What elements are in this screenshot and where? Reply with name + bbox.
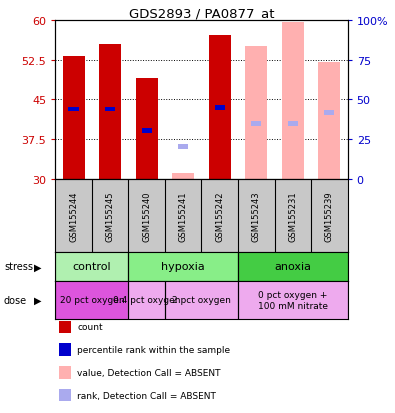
Text: 0.4 pct oxygen: 0.4 pct oxygen — [113, 296, 181, 305]
Text: rank, Detection Call = ABSENT: rank, Detection Call = ABSENT — [77, 391, 216, 400]
Text: GSM155241: GSM155241 — [179, 191, 188, 241]
Text: GSM155242: GSM155242 — [215, 191, 224, 241]
Text: GSM155245: GSM155245 — [105, 191, 115, 241]
Title: GDS2893 / PA0877_at: GDS2893 / PA0877_at — [129, 7, 274, 19]
Bar — [282, 23, 304, 180]
Bar — [214, 106, 225, 111]
Bar — [288, 121, 298, 126]
Bar — [238, 252, 348, 282]
Text: value, Detection Call = ABSENT: value, Detection Call = ABSENT — [77, 368, 220, 377]
Bar — [128, 252, 238, 282]
Text: stress: stress — [4, 262, 33, 272]
Bar — [172, 173, 194, 180]
Text: control: control — [73, 262, 111, 272]
Text: 20 pct oxygen: 20 pct oxygen — [60, 296, 124, 305]
Bar — [55, 252, 128, 282]
Bar — [245, 47, 267, 180]
Text: ▶: ▶ — [34, 295, 41, 305]
Text: GSM155240: GSM155240 — [142, 191, 151, 241]
Bar — [318, 63, 340, 180]
Text: 0 pct oxygen +
100 mM nitrate: 0 pct oxygen + 100 mM nitrate — [258, 291, 328, 310]
Text: percentile rank within the sample: percentile rank within the sample — [77, 345, 230, 354]
Text: dose: dose — [4, 295, 27, 305]
Bar — [63, 57, 85, 180]
Bar — [136, 79, 158, 180]
Bar — [128, 282, 165, 319]
Bar — [68, 107, 79, 112]
Bar — [324, 111, 335, 116]
Bar — [178, 145, 188, 149]
Text: count: count — [77, 323, 103, 332]
Bar — [238, 282, 348, 319]
Bar — [99, 45, 121, 180]
Text: GSM155244: GSM155244 — [69, 191, 78, 241]
Bar — [251, 121, 261, 126]
Bar — [141, 128, 152, 133]
Text: hypoxia: hypoxia — [161, 262, 205, 272]
Bar — [55, 282, 128, 319]
Text: anoxia: anoxia — [274, 262, 311, 272]
Text: GSM155243: GSM155243 — [252, 190, 261, 241]
Bar — [165, 282, 238, 319]
Text: GSM155231: GSM155231 — [288, 190, 297, 241]
Bar — [105, 107, 115, 112]
Bar — [209, 36, 231, 180]
Text: 2 pct oxygen: 2 pct oxygen — [172, 296, 231, 305]
Text: ▶: ▶ — [34, 262, 41, 272]
Text: GSM155239: GSM155239 — [325, 190, 334, 241]
